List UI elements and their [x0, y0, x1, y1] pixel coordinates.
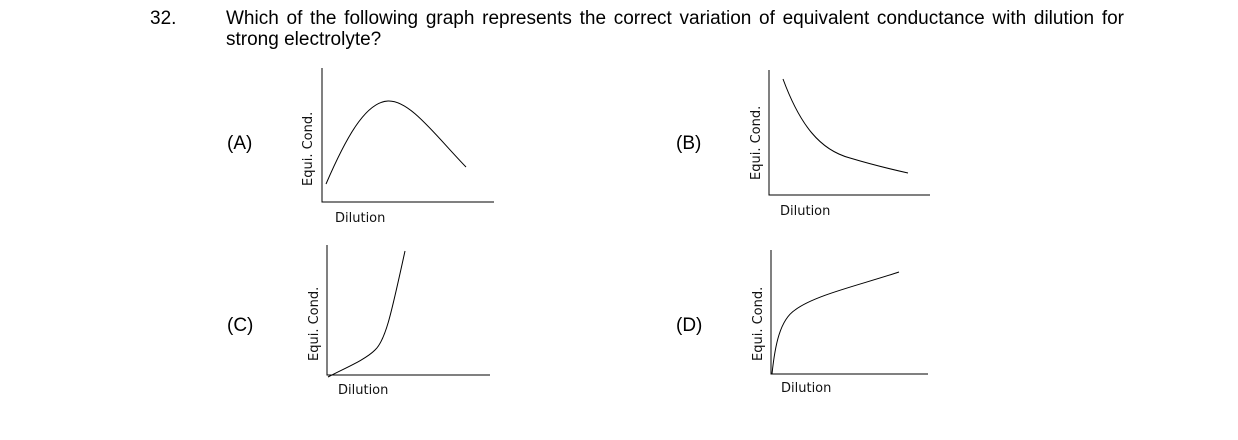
graph-d-axes: [770, 250, 928, 375]
graph-b-xlabel: Dilution: [780, 204, 831, 219]
option-b-label[interactable]: (B): [676, 133, 702, 154]
option-d-label[interactable]: (D): [676, 315, 703, 336]
graph-b-curve: [782, 78, 909, 174]
graph-a-axes: [321, 68, 494, 203]
graph-d-xlabel: Dilution: [781, 381, 832, 396]
graph-a-xlabel: Dilution: [335, 211, 386, 226]
graph-b-axes: [768, 70, 930, 196]
graph-c-axes: [326, 245, 490, 376]
option-c-label[interactable]: (C): [227, 315, 254, 336]
option-a-label[interactable]: (A): [227, 133, 253, 154]
graph-d[interactable]: [770, 250, 928, 375]
graph-a-curve: [325, 100, 467, 185]
graph-c-xlabel: Dilution: [338, 383, 389, 398]
graph-b[interactable]: [768, 70, 930, 196]
graph-a[interactable]: [321, 68, 494, 203]
question-text: Which of the following graph represents …: [226, 8, 1124, 50]
graph-d-curve: [771, 271, 900, 375]
graph-c-curve: [327, 250, 406, 378]
graph-c[interactable]: [326, 245, 490, 378]
question-number: 32.: [150, 8, 177, 29]
